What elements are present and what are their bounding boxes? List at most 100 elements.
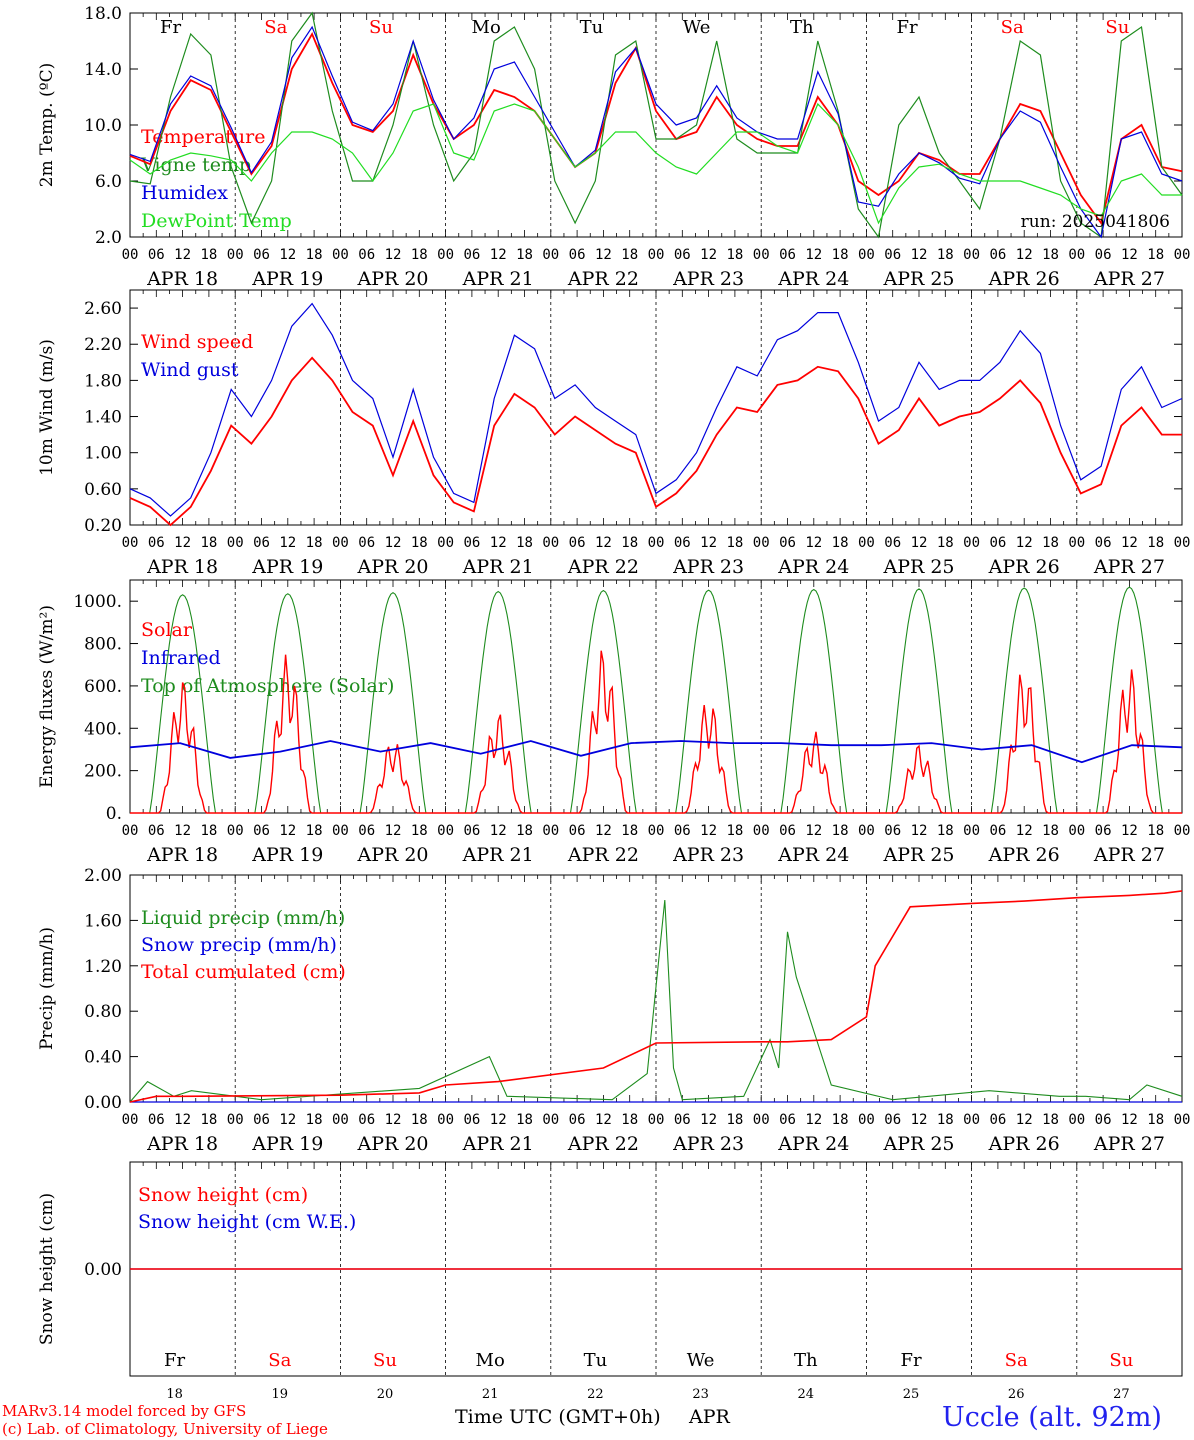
y-axis-label: Precip (mm/h)	[37, 927, 57, 1050]
x-tick-label: 00	[542, 535, 559, 551]
series-wind-0	[129, 356, 1182, 527]
model-credit: MARv3.14 model forced by GFS	[2, 1402, 247, 1420]
weekday-label: Sa	[264, 17, 287, 38]
x-tick-label: 00	[332, 247, 349, 263]
legend-snow-1: Snow height (cm W.E.)	[138, 1211, 356, 1233]
y-tick-label: 14.0	[84, 60, 122, 80]
x-tick-label: 06	[148, 535, 165, 551]
weekday-label-bottom: Tu	[584, 1350, 608, 1371]
x-tick-label: 06	[674, 823, 691, 839]
x-tick-label: 00	[1174, 823, 1191, 839]
day-number: 22	[587, 1387, 604, 1402]
x-tick-label: 00	[227, 823, 244, 839]
day-number: 24	[798, 1387, 815, 1402]
x-tick-label: 12	[911, 247, 928, 263]
day-label: APR 19	[251, 268, 323, 290]
x-tick-label: 18	[621, 823, 638, 839]
x-tick-label: 18	[411, 535, 428, 551]
x-tick-label: 18	[832, 535, 849, 551]
x-tick-label: 06	[358, 535, 375, 551]
day-label: APR 19	[251, 844, 323, 866]
y-tick-label: 0.00	[84, 1260, 122, 1280]
x-tick-label: 18	[200, 247, 217, 263]
x-tick-label: 00	[1068, 823, 1085, 839]
legend-energy-1: Infrared	[141, 647, 221, 669]
x-tick-label: 12	[490, 247, 507, 263]
x-tick-label: 06	[463, 823, 480, 839]
x-tick-label: 18	[200, 823, 217, 839]
x-tick-label: 18	[516, 247, 533, 263]
x-tick-label: 12	[279, 247, 296, 263]
x-tick-label: 18	[1042, 1112, 1059, 1128]
x-tick-label: 12	[1121, 247, 1138, 263]
x-tick-label: 12	[700, 1112, 717, 1128]
x-tick-label: 18	[306, 247, 323, 263]
y-tick-label: 1.20	[84, 957, 122, 977]
x-tick-label: 06	[253, 823, 270, 839]
x-tick-label: 06	[989, 535, 1006, 551]
x-tick-label: 06	[569, 1112, 586, 1128]
x-tick-label: 12	[174, 1112, 191, 1128]
y-axis-label: 2m Temp. (ºC)	[37, 63, 57, 188]
x-tick-label: 06	[674, 247, 691, 263]
y-tick-label: 18.0	[84, 4, 122, 24]
x-tick-label: 18	[200, 535, 217, 551]
x-tick-label: 18	[726, 823, 743, 839]
x-tick-label: 00	[1068, 1112, 1085, 1128]
legend-precip-1: Snow precip (mm/h)	[141, 934, 337, 956]
day-label: APR 21	[462, 268, 534, 290]
x-tick-label: 12	[805, 247, 822, 263]
x-tick-label: 18	[411, 823, 428, 839]
x-tick-label: 18	[1042, 535, 1059, 551]
weekday-label: Su	[369, 17, 393, 38]
x-tick-label: 00	[648, 535, 665, 551]
y-axis-label: 10m Wind (m/s)	[37, 339, 57, 476]
day-number: 19	[272, 1387, 289, 1402]
x-tick-label: 12	[805, 1112, 822, 1128]
day-label: APR 27	[1093, 268, 1165, 290]
weekday-label-bottom: Sa	[1005, 1350, 1028, 1371]
x-tick-label: 00	[437, 1112, 454, 1128]
x-tick-label: 12	[279, 823, 296, 839]
x-tick-label: 06	[884, 247, 901, 263]
x-tick-label: 12	[279, 535, 296, 551]
series-wind-1	[129, 302, 1183, 517]
x-tick-label: 00	[858, 535, 875, 551]
x-tick-label: 00	[332, 823, 349, 839]
x-tick-label: 00	[332, 535, 349, 551]
x-tick-label: 06	[989, 1112, 1006, 1128]
weekday-label: Fr	[896, 17, 917, 38]
day-label: APR 25	[882, 268, 954, 290]
weekday-label: Fr	[160, 17, 181, 38]
y-tick-label: 2.0	[95, 228, 122, 248]
series-temp-2	[129, 25, 1183, 239]
panel-temp: 2.0 6.0 10.0 14.0 18.0 2m Temp. (ºC) 00 06 12 18 A…	[37, 4, 1190, 290]
x-tick-label: 18	[832, 823, 849, 839]
legend-temp-0: Temperature	[141, 126, 265, 148]
day-label: APR 26	[988, 556, 1060, 578]
weekday-label-bottom: Th	[794, 1350, 818, 1371]
x-tick-label: 12	[1121, 1112, 1138, 1128]
x-tick-label: 00	[122, 823, 139, 839]
x-tick-label: 06	[779, 535, 796, 551]
x-tick-label: 00	[227, 247, 244, 263]
day-number: 25	[903, 1387, 920, 1402]
x-tick-label: 18	[1147, 1112, 1164, 1128]
x-tick-label: 12	[1016, 823, 1033, 839]
x-tick-label: 06	[1095, 535, 1112, 551]
x-tick-label: 06	[1095, 823, 1112, 839]
x-tick-label: 12	[1121, 535, 1138, 551]
y-tick-label: 1.60	[84, 911, 122, 931]
x-tick-label: 06	[1095, 1112, 1112, 1128]
day-label: APR 24	[777, 556, 849, 578]
panel-wind: 0.20 0.60 1.00 1.40 1.80 2.20 2.60 10m Wind (m/…	[37, 289, 1190, 578]
weekday-label-bottom: Fr	[164, 1350, 185, 1371]
day-label: APR 21	[462, 556, 534, 578]
day-label: APR 25	[882, 844, 954, 866]
series-temp-1	[129, 11, 1183, 239]
x-tick-label: 00	[963, 247, 980, 263]
x-tick-label: 12	[595, 823, 612, 839]
x-tick-label: 18	[411, 247, 428, 263]
weekday-label: Tu	[580, 17, 604, 38]
legend-energy-2: Top of Atmosphere (Solar)	[141, 675, 394, 697]
